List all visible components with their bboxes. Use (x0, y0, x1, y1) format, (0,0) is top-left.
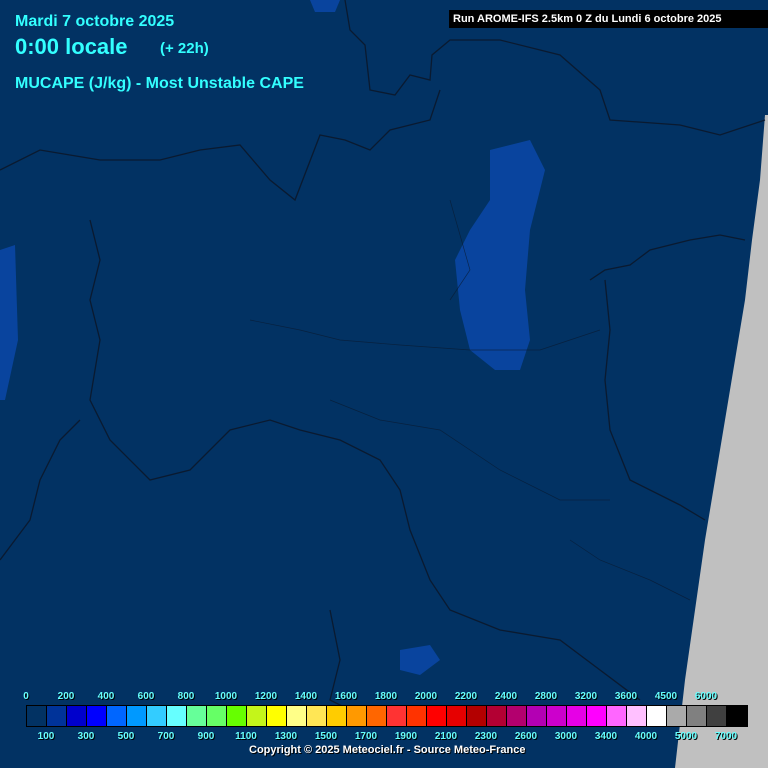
legend-swatch (707, 706, 727, 726)
legend-label-top: 1600 (334, 691, 358, 702)
legend-label-bottom: 300 (77, 731, 95, 742)
forecast-time: 0:00 locale (15, 34, 128, 59)
legend-swatch (687, 706, 707, 726)
legend-swatch (247, 706, 267, 726)
legend-label-bottom: 7000 (714, 731, 738, 742)
legend-label-top: 200 (57, 691, 75, 702)
legend-swatch (207, 706, 227, 726)
legend-swatch (87, 706, 107, 726)
region-borders (249, 199, 691, 601)
legend-swatch (567, 706, 587, 726)
legend-label-bottom: 700 (157, 731, 175, 742)
color-legend (26, 705, 748, 727)
legend-label-bottom: 1500 (314, 731, 338, 742)
legend-label-bottom: 1300 (274, 731, 298, 742)
legend-swatch (387, 706, 407, 726)
country-borders (0, 0, 766, 711)
legend-swatch (27, 706, 47, 726)
legend-label-top: 6000 (694, 691, 718, 702)
legend-label-top: 800 (177, 691, 195, 702)
legend-label-bottom: 2100 (434, 731, 458, 742)
legend-label-top: 1200 (254, 691, 278, 702)
legend-label-top: 1800 (374, 691, 398, 702)
legend-label-bottom: 1100 (235, 731, 257, 742)
legend-label-top: 2000 (414, 691, 438, 702)
copyright: Copyright © 2025 Meteociel.fr - Source M… (249, 744, 526, 756)
legend-swatch (507, 706, 527, 726)
legend-swatch (407, 706, 427, 726)
legend-label-bottom: 3000 (554, 731, 578, 742)
legend-swatch (647, 706, 667, 726)
legend-label-bottom: 2600 (514, 731, 538, 742)
legend-label-top: 3200 (574, 691, 598, 702)
legend-swatch (667, 706, 687, 726)
legend-swatch (447, 706, 467, 726)
cape-patches (0, 0, 545, 675)
legend-label-bottom: 4000 (634, 731, 658, 742)
legend-label-bottom: 1900 (394, 731, 418, 742)
legend-swatch (107, 706, 127, 726)
legend-swatch (587, 706, 607, 726)
legend-label-bottom: 100 (37, 731, 55, 742)
legend-label-top: 400 (97, 691, 115, 702)
legend-label-top: 2400 (494, 691, 518, 702)
legend-label-top: 1400 (294, 691, 318, 702)
legend-label-top: 0 (23, 691, 29, 702)
legend-swatch (727, 706, 747, 726)
legend-swatch (307, 706, 327, 726)
run-label: Run AROME-IFS 2.5km 0 Z du Lundi 6 octob… (449, 10, 768, 28)
legend-swatch (607, 706, 627, 726)
legend-swatch (367, 706, 387, 726)
legend-swatch (327, 706, 347, 726)
legend-swatch (487, 706, 507, 726)
legend-swatch (267, 706, 287, 726)
forecast-date: Mardi 7 octobre 2025 (15, 13, 175, 30)
legend-label-bottom: 2300 (474, 731, 498, 742)
legend-label-top: 4500 (654, 691, 678, 702)
legend-label-top: 1000 (214, 691, 238, 702)
legend-swatch (347, 706, 367, 726)
legend-label-bottom: 5000 (674, 731, 698, 742)
parameter-title: MUCAPE (J/kg) - Most Unstable CAPE (15, 75, 304, 92)
legend-label-bottom: 3400 (594, 731, 618, 742)
legend-swatch (187, 706, 207, 726)
legend-swatch (467, 706, 487, 726)
legend-swatch (627, 706, 647, 726)
legend-swatch (67, 706, 87, 726)
legend-swatch (427, 706, 447, 726)
legend-swatch (287, 706, 307, 726)
no-data-region (675, 115, 768, 768)
legend-label-bottom: 1700 (354, 731, 378, 742)
legend-swatch (167, 706, 187, 726)
legend-label-top: 2200 (454, 691, 478, 702)
forecast-lead-time: (+ 22h) (160, 40, 209, 57)
legend-label-top: 3600 (614, 691, 638, 702)
legend-swatch (47, 706, 67, 726)
legend-swatch (547, 706, 567, 726)
legend-swatch (227, 706, 247, 726)
legend-label-bottom: 900 (197, 731, 215, 742)
legend-label-bottom: 500 (117, 731, 135, 742)
legend-swatch (127, 706, 147, 726)
legend-swatch (527, 706, 547, 726)
legend-label-top: 2800 (534, 691, 558, 702)
legend-swatch (147, 706, 167, 726)
legend-label-top: 600 (137, 691, 155, 702)
